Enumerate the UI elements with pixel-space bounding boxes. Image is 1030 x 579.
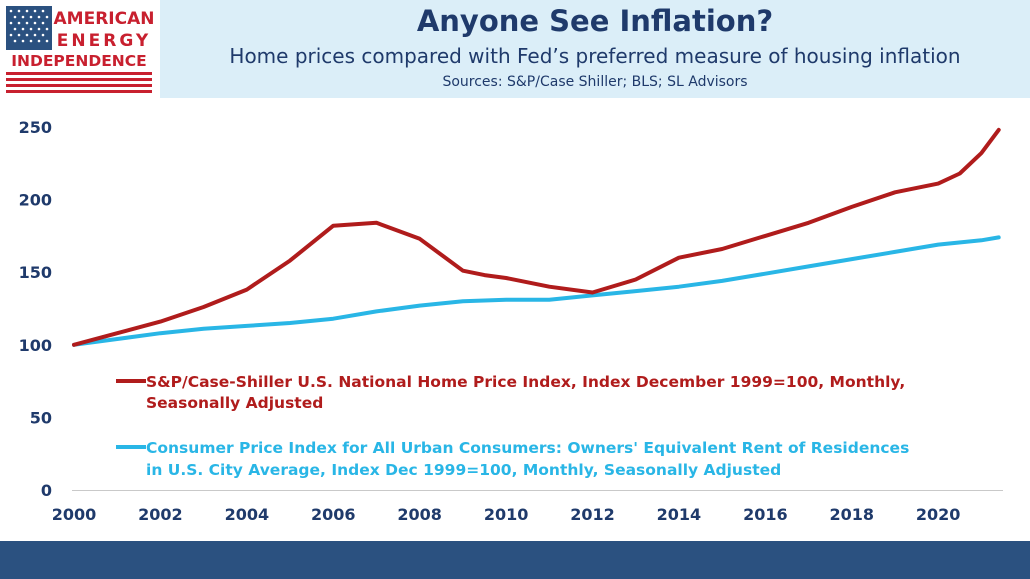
footer-bar — [0, 541, 1030, 579]
legend-label-cpi-oer-line-2: in U.S. City Average, Index Dec 1999=100… — [146, 461, 781, 479]
y-tick-label: 100 — [19, 336, 52, 355]
legend-label-home-price-line-2: Seasonally Adjusted — [146, 394, 323, 412]
home-price-series-line — [72, 127, 1001, 347]
x-tick-label: 2008 — [397, 505, 442, 524]
y-tick-label: 150 — [19, 263, 52, 282]
logo-line-1: AMERICAN — [54, 9, 155, 29]
logo-line-3: INDEPENDENCE — [11, 52, 147, 70]
sources-note: Sources: S&P/Case Shiller; BLS; SL Advis… — [442, 74, 748, 90]
header: Anyone See Inflation? Home prices compar… — [160, 0, 1030, 98]
line-chart: 0 50 100 150 200 250 2000 2002 2004 2006 2008 2010… — [19, 118, 1003, 524]
y-axis: 0 50 100 150 200 250 — [19, 118, 52, 500]
logo-line-2: ENERGY — [57, 31, 151, 51]
x-tick-label: 2000 — [52, 505, 97, 524]
y-tick-label: 250 — [19, 118, 52, 137]
y-tick-label: 0 — [41, 481, 52, 500]
x-axis: 2000 2002 2004 2006 2008 2010 2012 2014 2016 2018… — [52, 505, 961, 524]
page-title: Anyone See Inflation? — [416, 4, 774, 38]
x-tick-label: 2014 — [657, 505, 702, 524]
logo: AMERICAN ENERGY INDEPENDENCE — [0, 0, 158, 98]
x-tick-label: 2002 — [138, 505, 183, 524]
x-tick-label: 2010 — [484, 505, 529, 524]
y-tick-label: 50 — [30, 408, 52, 427]
x-tick-label: 2012 — [570, 505, 615, 524]
legend-label-home-price-line-1: S&P/Case-Shiller U.S. National Home Pric… — [146, 373, 905, 391]
x-tick-label: 2004 — [225, 505, 270, 524]
cpi-oer-series-line — [72, 235, 1001, 347]
page-subtitle: Home prices compared with Fed’s preferre… — [229, 44, 961, 68]
legend: S&P/Case-Shiller U.S. National Home Pric… — [116, 373, 909, 479]
x-tick-label: 2006 — [311, 505, 356, 524]
x-tick-label: 2020 — [916, 505, 961, 524]
series-layer — [72, 127, 1001, 347]
y-tick-label: 200 — [19, 191, 52, 210]
legend-label-cpi-oer-line-1: Consumer Price Index for All Urban Consu… — [146, 439, 909, 457]
x-tick-label: 2018 — [830, 505, 875, 524]
us-flag-icon: AMERICAN ENERGY INDEPENDENCE — [6, 6, 155, 93]
x-tick-label: 2016 — [743, 505, 788, 524]
